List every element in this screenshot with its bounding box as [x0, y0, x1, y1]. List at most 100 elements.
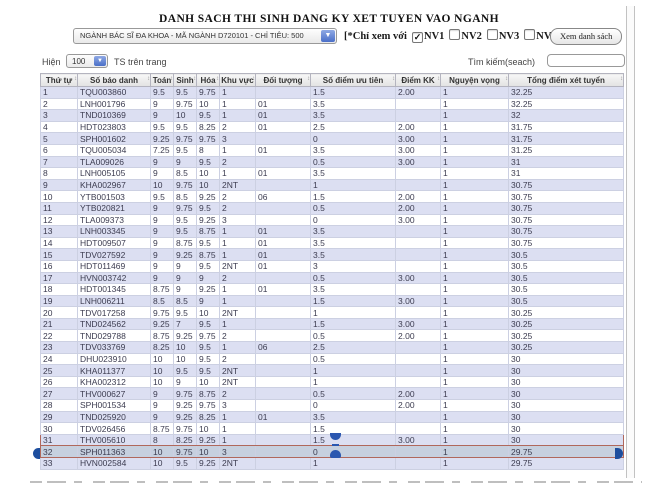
- cell: LNH003345: [77, 225, 151, 238]
- cell: 30.75: [508, 201, 624, 215]
- table-row[interactable]: 17 HVN003742 9 9 9 2 0.5 3.00 1 30.5: [40, 271, 624, 285]
- cell: 30: [508, 352, 624, 366]
- cell: 9.5: [150, 86, 174, 99]
- column-header[interactable]: Thứ tự ↕: [40, 73, 78, 87]
- list-controls: Hiện 100 ▼ TS trên trang Tìm kiếm(seach): [0, 54, 658, 70]
- cell: 30.25: [508, 329, 624, 343]
- table-row[interactable]: 7 TLA009026 9 9 9.5 2 0.5 3.00 1 31: [40, 155, 624, 169]
- cell: 30: [508, 364, 624, 377]
- cell: KHA002312: [77, 375, 151, 389]
- cell: 9.5: [173, 306, 197, 319]
- table-row[interactable]: 22 TND029788 8.75 9.25 9.75 2 0.5 2.00 1 30.25: [40, 329, 624, 343]
- cell: 21: [40, 317, 78, 331]
- column-header[interactable]: Đối tượng ↕: [255, 73, 311, 87]
- cell: 1: [219, 225, 256, 238]
- checkbox-nv2[interactable]: [449, 29, 461, 40]
- column-header[interactable]: Tổng điểm xét tuyển ↕: [508, 73, 624, 87]
- page-size-select[interactable]: 100 ▼: [66, 54, 108, 68]
- table-row[interactable]: 28 SPH001534 9 9.25 9.75 3 0 2.00 1 30: [40, 399, 624, 412]
- row-selection-handle-right[interactable]: [615, 448, 623, 459]
- table-row[interactable]: 24 DHU023910 10 10 9.5 2 0.5 1 30: [40, 352, 624, 366]
- text-selection-handle-top[interactable]: [330, 433, 341, 440]
- cell: TQU005034: [77, 143, 151, 157]
- table-row[interactable]: 4 HDT023803 9.5 9.5 8.25 2 01 2.5 2.00 1 31.75: [40, 120, 624, 134]
- cell: 30.25: [508, 306, 624, 319]
- cutoff-footer-text: [30, 481, 642, 486]
- cell: 8.75: [150, 422, 174, 435]
- cell: 1: [440, 155, 509, 169]
- cell: HVN002584: [77, 457, 151, 470]
- table-row[interactable]: 16 HDT011469 9 9 9.5 2NT 01 3 1 30.5: [40, 259, 624, 273]
- cell: 10: [150, 178, 174, 192]
- table-row[interactable]: 13 LNH003345 9 9.5 8.75 1 01 3.5 1 30.75: [40, 225, 624, 238]
- cell: 9: [150, 248, 174, 261]
- table-row[interactable]: 14 HDT009507 9 8.75 9.5 1 01 3.5 1 30.75: [40, 236, 624, 250]
- table-row[interactable]: 10 YTB001503 9.5 8.5 9.25 2 06 1.5 2.00 1 30.75: [40, 190, 624, 203]
- cell: [395, 97, 441, 111]
- view-list-button[interactable]: Xem danh sách: [550, 28, 623, 45]
- table-row[interactable]: 12 TLA009373 9 9.5 9.25 3 0 3.00 1 30.75: [40, 213, 624, 227]
- table-row[interactable]: 9 KHA002967 10 9.75 10 2NT 1 1 30.75: [40, 178, 624, 192]
- column-header[interactable]: Hóa ↕: [196, 73, 220, 87]
- column-header[interactable]: Khu vực ↕: [219, 73, 256, 87]
- table-row[interactable]: 27 THV000627 9 9.75 8.75 2 0.5 2.00 1 30: [40, 387, 624, 401]
- cell: 10: [173, 352, 197, 366]
- column-header[interactable]: Toán ↕: [150, 73, 174, 87]
- table-row[interactable]: 25 KHA011377 10 9.5 9.5 2NT 1 1 30: [40, 364, 624, 377]
- table-row[interactable]: 15 TDV027592 9 9.25 8.75 1 01 3.5 1 30.5: [40, 248, 624, 261]
- major-select[interactable]: NGÀNH BÁC SĨ ĐA KHOA - MÃ NGÀNH D720101 …: [73, 28, 337, 44]
- table-row[interactable]: 33 HVN002584 10 9.5 9.25 2NT 1 1 29.75: [40, 457, 624, 470]
- cell: 31.75: [508, 132, 624, 145]
- cell: 8.5: [173, 167, 197, 180]
- column-header[interactable]: Số báo danh ↕: [77, 73, 151, 87]
- cell: 1: [219, 248, 256, 261]
- table-row[interactable]: 8 LNH005105 9 8.5 10 1 01 3.5 1 31: [40, 167, 624, 180]
- cell: 9.5: [196, 364, 220, 377]
- chevron-down-icon[interactable]: ▼: [94, 56, 106, 66]
- cell: 5: [40, 132, 78, 145]
- checkbox-nv4[interactable]: [524, 29, 536, 40]
- table-row[interactable]: 5 SPH001602 9.25 9.75 9.75 3 0 3.00 1 31.75: [40, 132, 624, 145]
- table-row[interactable]: 26 KHA002312 10 9 10 2NT 1 1 30: [40, 375, 624, 389]
- cell: SPH011363: [77, 445, 151, 458]
- cell: 1: [440, 341, 509, 354]
- cell: 31.75: [508, 120, 624, 134]
- cell: 1: [440, 306, 509, 319]
- text-selection-handle-bottom[interactable]: [330, 450, 341, 458]
- scrollbar[interactable]: [626, 6, 635, 478]
- cell: [395, 341, 441, 354]
- cell: 2.00: [395, 387, 441, 401]
- table-row[interactable]: 18 HDT001345 8.75 9 9.25 1 01 3.5 1 30.5: [40, 283, 624, 296]
- checkbox-nv3[interactable]: [486, 29, 498, 40]
- cell: 8.75: [196, 387, 220, 401]
- cell: 30.5: [508, 248, 624, 261]
- cell: 9.25: [173, 329, 197, 343]
- table-row[interactable]: 11 YTB020821 9 9.75 9.5 2 0.5 2.00 1 30.75: [40, 201, 624, 215]
- cell: 0.5: [310, 271, 396, 285]
- cell: [255, 317, 311, 331]
- table-row[interactable]: 29 TND025920 9 9.25 8.25 1 01 3.5 1 30: [40, 410, 624, 424]
- column-header[interactable]: Điểm KK ↕: [395, 73, 441, 87]
- column-header[interactable]: Số điểm ưu tiên ↕: [310, 73, 396, 87]
- table-row[interactable]: 3 TND010369 9 10 9.5 1 01 3.5 1 32: [40, 109, 624, 122]
- row-selection-handle-left[interactable]: [33, 448, 40, 459]
- cell: 2: [219, 190, 256, 203]
- table-row[interactable]: 23 TDV033769 8.25 10 9.5 1 06 2.5 1 30.25: [40, 341, 624, 354]
- cell: 0.5: [310, 329, 396, 343]
- column-header[interactable]: Nguyện vọng ↕: [440, 73, 509, 87]
- sort-icon: ↕: [216, 76, 219, 82]
- table-row[interactable]: 19 LNH006211 8.5 8.5 9 1 1.5 3.00 1 30.5: [40, 294, 624, 308]
- table-row[interactable]: 6 TQU005034 7.25 9.5 8 1 01 3.5 3.00 1 31.25: [40, 143, 624, 157]
- checkbox-nv1[interactable]: ✓: [411, 32, 423, 43]
- search-input[interactable]: [547, 54, 625, 67]
- chevron-down-icon[interactable]: ▼: [321, 30, 335, 42]
- table-row[interactable]: 1 TQU003860 9.5 9.5 9.75 1 1.5 2.00 1 32.25: [40, 86, 624, 99]
- table-row[interactable]: 20 TDV017258 9.75 9.5 10 2NT 1 1 30.25: [40, 306, 624, 319]
- column-header[interactable]: Sinh ↕: [173, 73, 197, 87]
- cell: 9: [150, 387, 174, 401]
- table-row[interactable]: 2 LNH001796 9 9.75 10 1 01 3.5 1 32.25: [40, 97, 624, 111]
- cell: 29: [40, 410, 78, 424]
- cell: [255, 422, 311, 435]
- cell: 10: [150, 352, 174, 366]
- table-row[interactable]: 21 TND024562 9.25 7 9.5 1 1.5 3.00 1 30.25: [40, 317, 624, 331]
